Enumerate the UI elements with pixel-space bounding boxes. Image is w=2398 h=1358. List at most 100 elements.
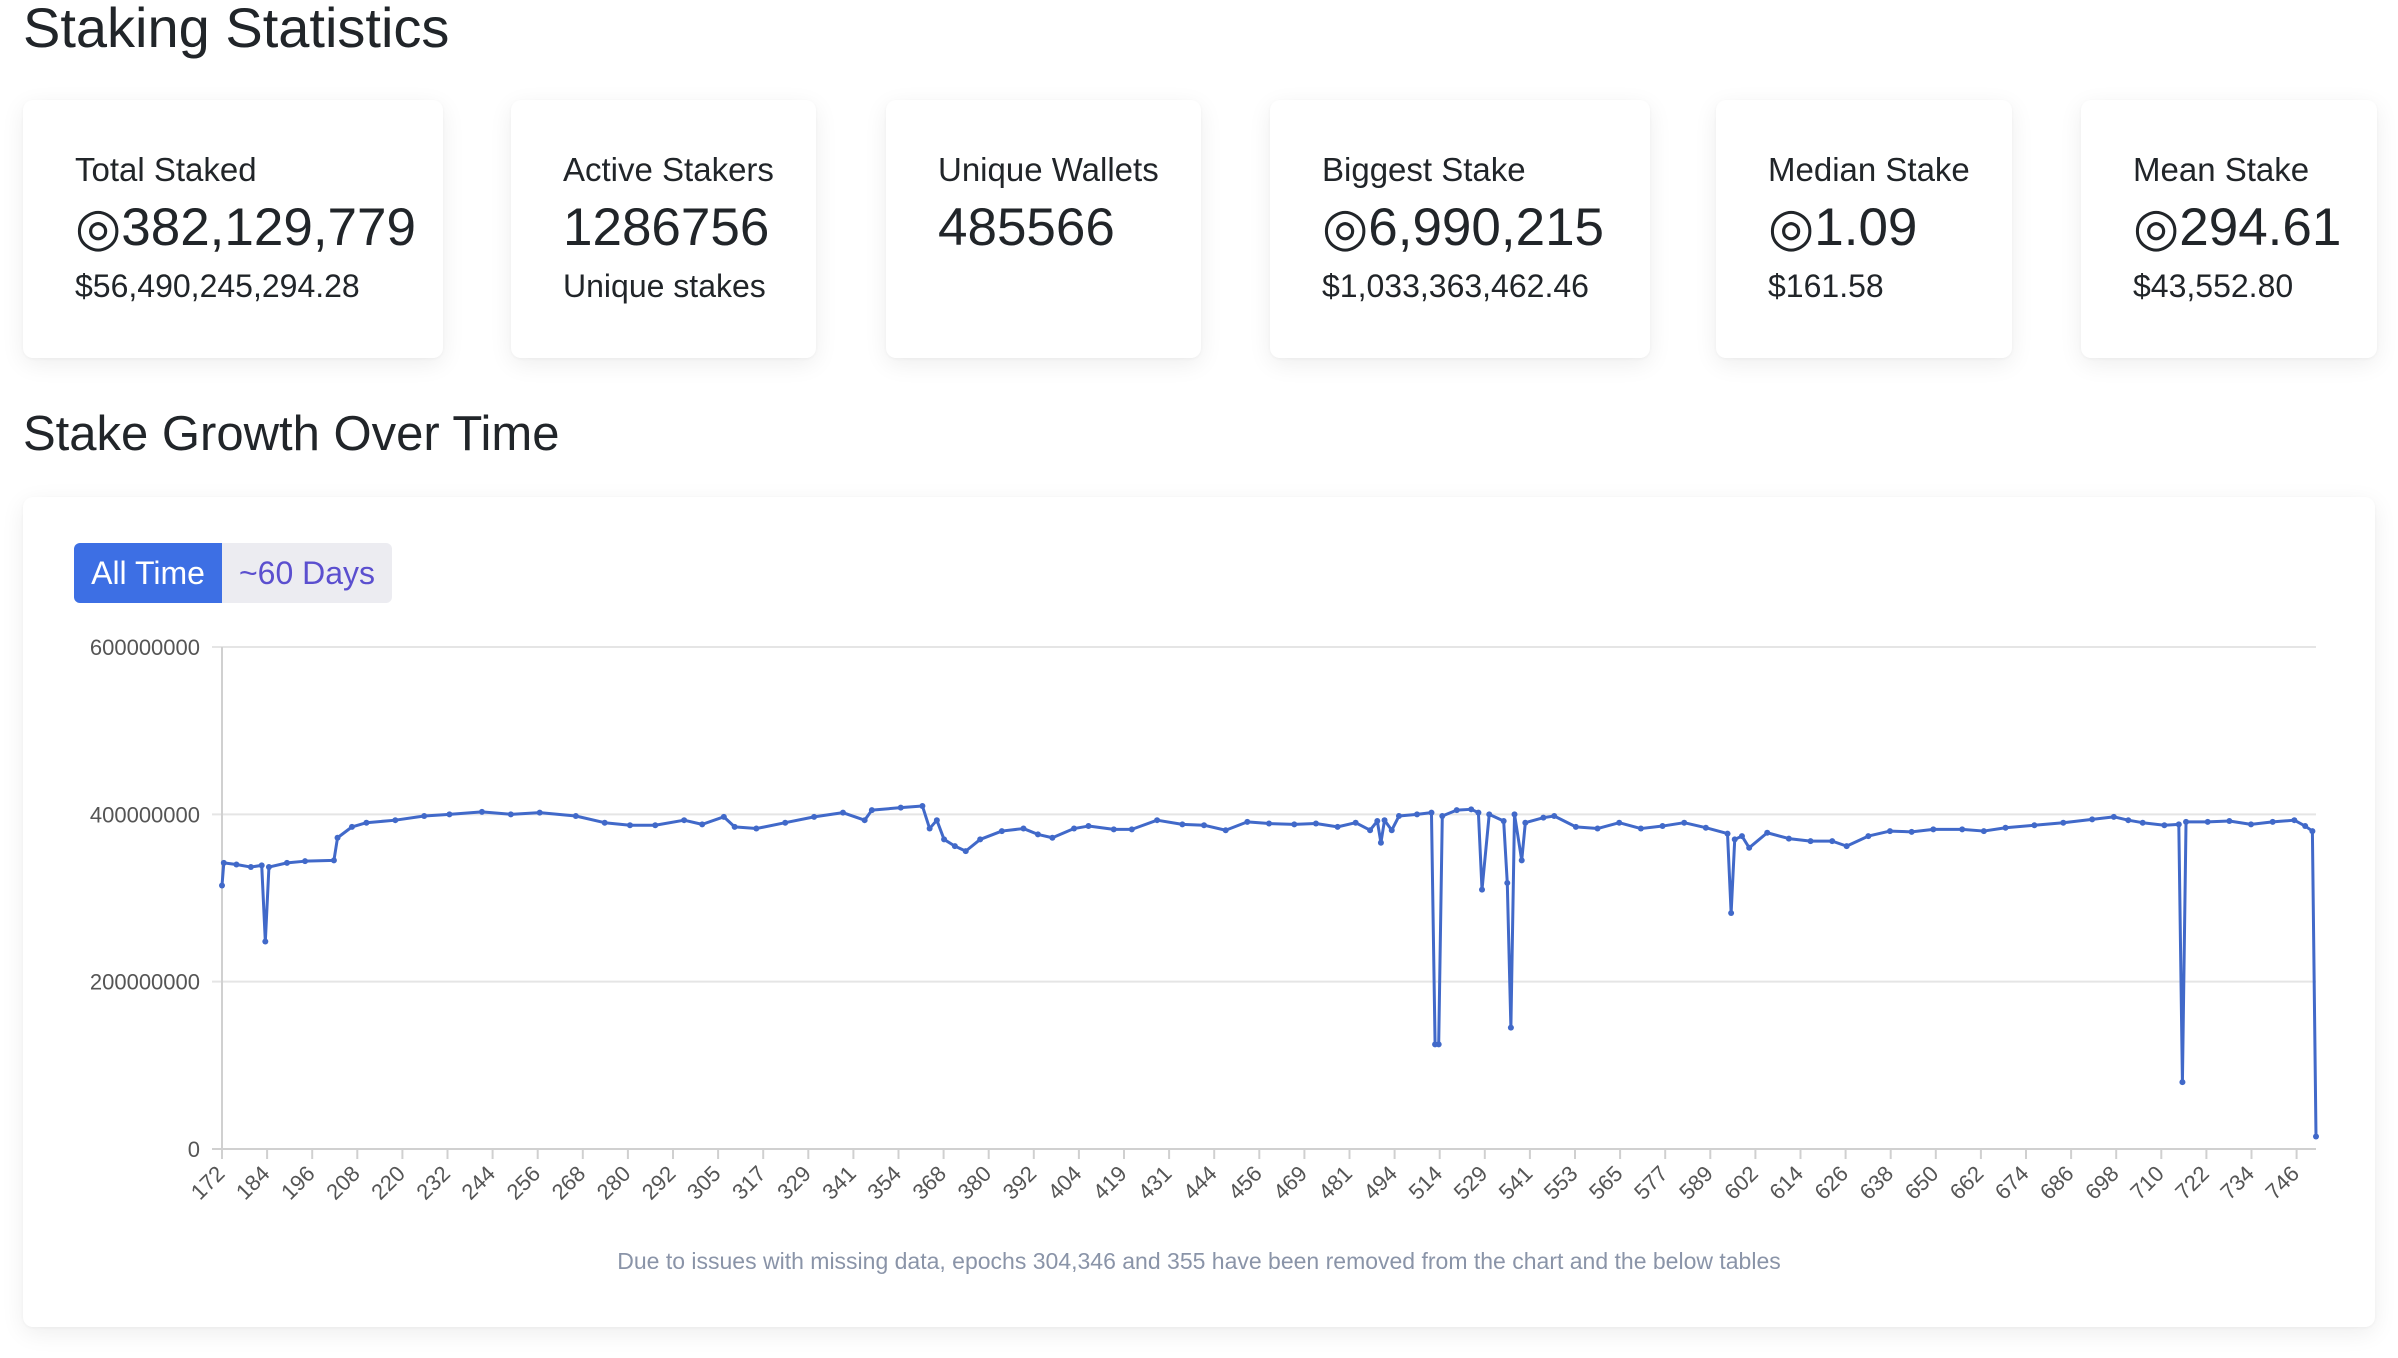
x-tick-label: 431 (1133, 1161, 1177, 1205)
stat-label: Median Stake (1768, 151, 1970, 188)
data-point (1475, 809, 1482, 816)
x-tick-label: 268 (547, 1161, 591, 1205)
x-tick-label: 232 (411, 1161, 455, 1205)
sixty-days-button[interactable]: ~60 Days (222, 543, 392, 603)
data-point (265, 864, 272, 871)
data-point (1731, 836, 1738, 843)
x-tick-label: 626 (1809, 1161, 1853, 1205)
data-point (1244, 818, 1251, 825)
y-tick-label: 200000000 (90, 970, 200, 995)
x-tick-label: 686 (2035, 1161, 2079, 1205)
data-point (941, 836, 948, 843)
data-point (1479, 886, 1486, 893)
data-point (998, 828, 1005, 835)
data-point (926, 825, 933, 832)
data-point (2110, 813, 2117, 820)
x-tick-label: 220 (366, 1161, 410, 1205)
stat-value: ◎294.61 (2133, 198, 2342, 257)
data-point (392, 817, 399, 824)
data-point (1381, 817, 1388, 824)
data-point (2031, 822, 2038, 829)
data-point (1616, 819, 1623, 826)
all-time-button[interactable]: All Time (74, 543, 222, 603)
data-point (283, 859, 290, 866)
y-tick-label: 0 (188, 1137, 200, 1162)
data-point (1128, 826, 1135, 833)
data-point (1291, 821, 1298, 828)
data-point (2313, 1133, 2319, 1140)
data-point (1702, 824, 1709, 831)
stat-value: ◎382,129,779 (75, 198, 416, 257)
x-tick-label: 577 (1629, 1161, 1673, 1205)
data-point (2002, 824, 2009, 831)
data-point (1020, 825, 1027, 832)
x-tick-label: 494 (1358, 1161, 1402, 1205)
x-tick-label: 172 (186, 1161, 230, 1205)
data-point (1388, 827, 1395, 834)
data-point (572, 813, 579, 820)
x-tick-label: 305 (682, 1161, 726, 1205)
stat-label: Unique Wallets (938, 151, 1159, 188)
data-point (1367, 827, 1374, 834)
data-point (601, 819, 608, 826)
data-point (1414, 811, 1421, 818)
data-point (330, 857, 337, 864)
data-point (1312, 820, 1319, 827)
data-point (1222, 827, 1229, 834)
x-tick-label: 244 (456, 1161, 500, 1205)
data-point (1179, 821, 1186, 828)
stat-label: Active Stakers (563, 151, 774, 188)
stat-sub: $1,033,363,462.46 (1322, 268, 1589, 304)
data-point (1764, 829, 1771, 836)
data-point (681, 817, 688, 824)
stat-sub: $56,490,245,294.28 (75, 268, 360, 304)
data-point (1930, 826, 1937, 833)
data-point (536, 809, 543, 816)
data-point (1980, 828, 1987, 835)
data-point (348, 823, 355, 830)
data-point (233, 861, 240, 868)
data-point (2248, 821, 2255, 828)
data-point (1507, 1024, 1514, 1031)
data-point (334, 834, 341, 841)
data-point (1594, 825, 1601, 832)
x-tick-label: 280 (592, 1161, 636, 1205)
data-point (1522, 819, 1529, 826)
data-point (1439, 813, 1446, 820)
data-point (1453, 807, 1460, 814)
data-point (782, 819, 789, 826)
series-line (220, 804, 2318, 1137)
data-point (2089, 816, 2096, 823)
data-point (1500, 818, 1507, 825)
data-point (699, 821, 706, 828)
data-point (753, 825, 760, 832)
x-tick-label: 553 (1539, 1161, 1583, 1205)
data-point (1154, 817, 1161, 824)
x-tick-label: 256 (502, 1161, 546, 1205)
stat-card-median-stake: Median Stake ◎1.09 $161.58 (1716, 100, 2012, 358)
stat-value: ◎6,990,215 (1322, 198, 1605, 257)
data-point (2309, 828, 2316, 835)
data-point (1435, 1041, 1442, 1048)
x-tick-label: 722 (2170, 1161, 2214, 1205)
data-point (1659, 823, 1666, 830)
x-tick-label: 602 (1719, 1161, 1763, 1205)
stat-card-biggest-stake: Biggest Stake ◎6,990,215 $1,033,363,462.… (1270, 100, 1650, 358)
stat-card-mean-stake: Mean Stake ◎294.61 $43,552.80 (2081, 100, 2377, 358)
data-point (720, 813, 727, 820)
data-point (258, 862, 265, 869)
x-tick-label: 746 (2260, 1161, 2304, 1205)
stat-value: 485566 (938, 198, 1115, 257)
x-tick-label: 674 (1990, 1161, 2034, 1205)
data-point (2226, 818, 2233, 825)
data-point (2302, 823, 2309, 830)
data-point (507, 811, 514, 818)
data-point (1540, 814, 1547, 821)
stat-value: 1286756 (563, 198, 770, 257)
data-point (1071, 825, 1078, 832)
data-point (1637, 825, 1644, 832)
data-point (1468, 806, 1475, 813)
data-point (919, 802, 926, 809)
data-point (652, 822, 659, 829)
data-point (478, 808, 485, 815)
